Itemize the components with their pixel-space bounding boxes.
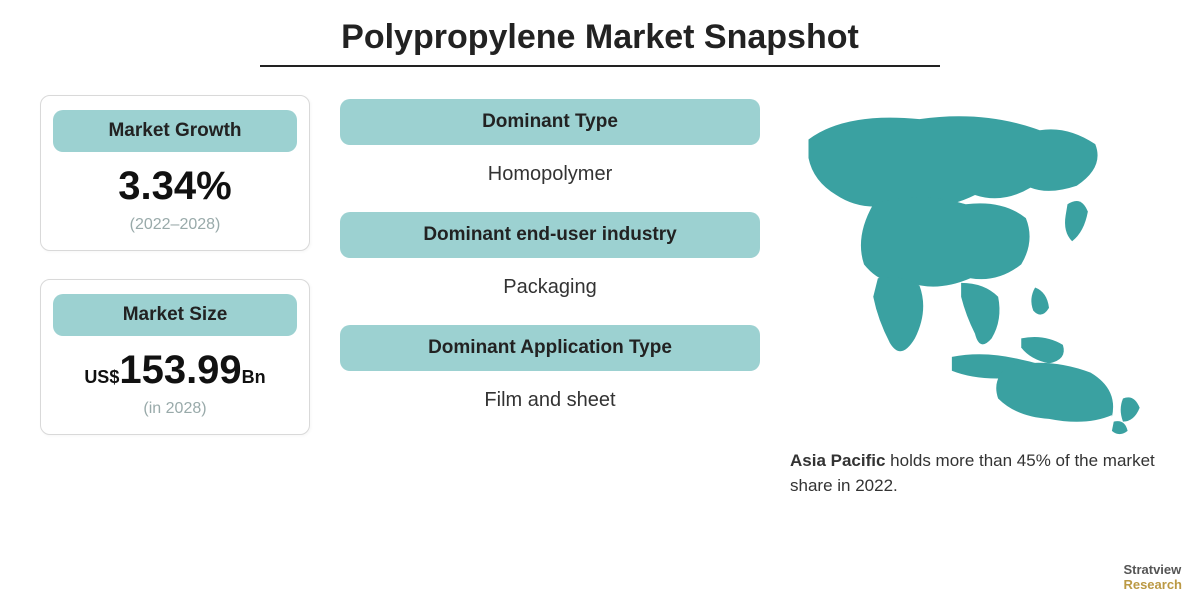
dominant-enduser-value: Packaging bbox=[340, 276, 760, 299]
dominant-type-label: Dominant Type bbox=[340, 99, 760, 145]
right-column: Asia Pacific holds more than 45% of the … bbox=[790, 95, 1160, 498]
dominant-type-value: Homopolymer bbox=[340, 163, 760, 186]
market-size-label: Market Size bbox=[53, 294, 297, 336]
dominant-application-label: Dominant Application Type bbox=[340, 325, 760, 371]
middle-column: Dominant Type Homopolymer Dominant end-u… bbox=[340, 95, 760, 420]
map-region-name: Asia Pacific bbox=[790, 451, 885, 470]
market-size-number: 153.99 bbox=[119, 348, 241, 392]
page-title: Polypropylene Market Snapshot bbox=[341, 18, 859, 65]
market-size-value: US$153.99Bn bbox=[53, 348, 297, 392]
asia-pacific-map bbox=[790, 99, 1160, 439]
market-size-suffix: Bn bbox=[242, 367, 266, 387]
market-growth-period: (2022–2028) bbox=[53, 216, 297, 234]
brand-line1: Stratview bbox=[1123, 562, 1181, 577]
map-icon bbox=[790, 99, 1160, 439]
content-grid: Market Growth 3.34% (2022–2028) Market S… bbox=[0, 95, 1200, 498]
dominant-application-value: Film and sheet bbox=[340, 389, 760, 412]
brand-line2: Research bbox=[1123, 577, 1182, 592]
map-caption: Asia Pacific holds more than 45% of the … bbox=[790, 449, 1160, 498]
brand-logo: Stratview Research bbox=[1123, 562, 1182, 592]
market-growth-label: Market Growth bbox=[53, 110, 297, 152]
market-size-card: Market Size US$153.99Bn (in 2028) bbox=[40, 279, 310, 435]
dominant-enduser-label: Dominant end-user industry bbox=[340, 212, 760, 258]
market-growth-card: Market Growth 3.34% (2022–2028) bbox=[40, 95, 310, 251]
left-column: Market Growth 3.34% (2022–2028) Market S… bbox=[40, 95, 310, 435]
title-underline bbox=[260, 65, 940, 67]
market-size-prefix: US$ bbox=[84, 367, 119, 387]
market-size-year: (in 2028) bbox=[53, 400, 297, 418]
market-growth-value: 3.34% bbox=[53, 164, 297, 208]
